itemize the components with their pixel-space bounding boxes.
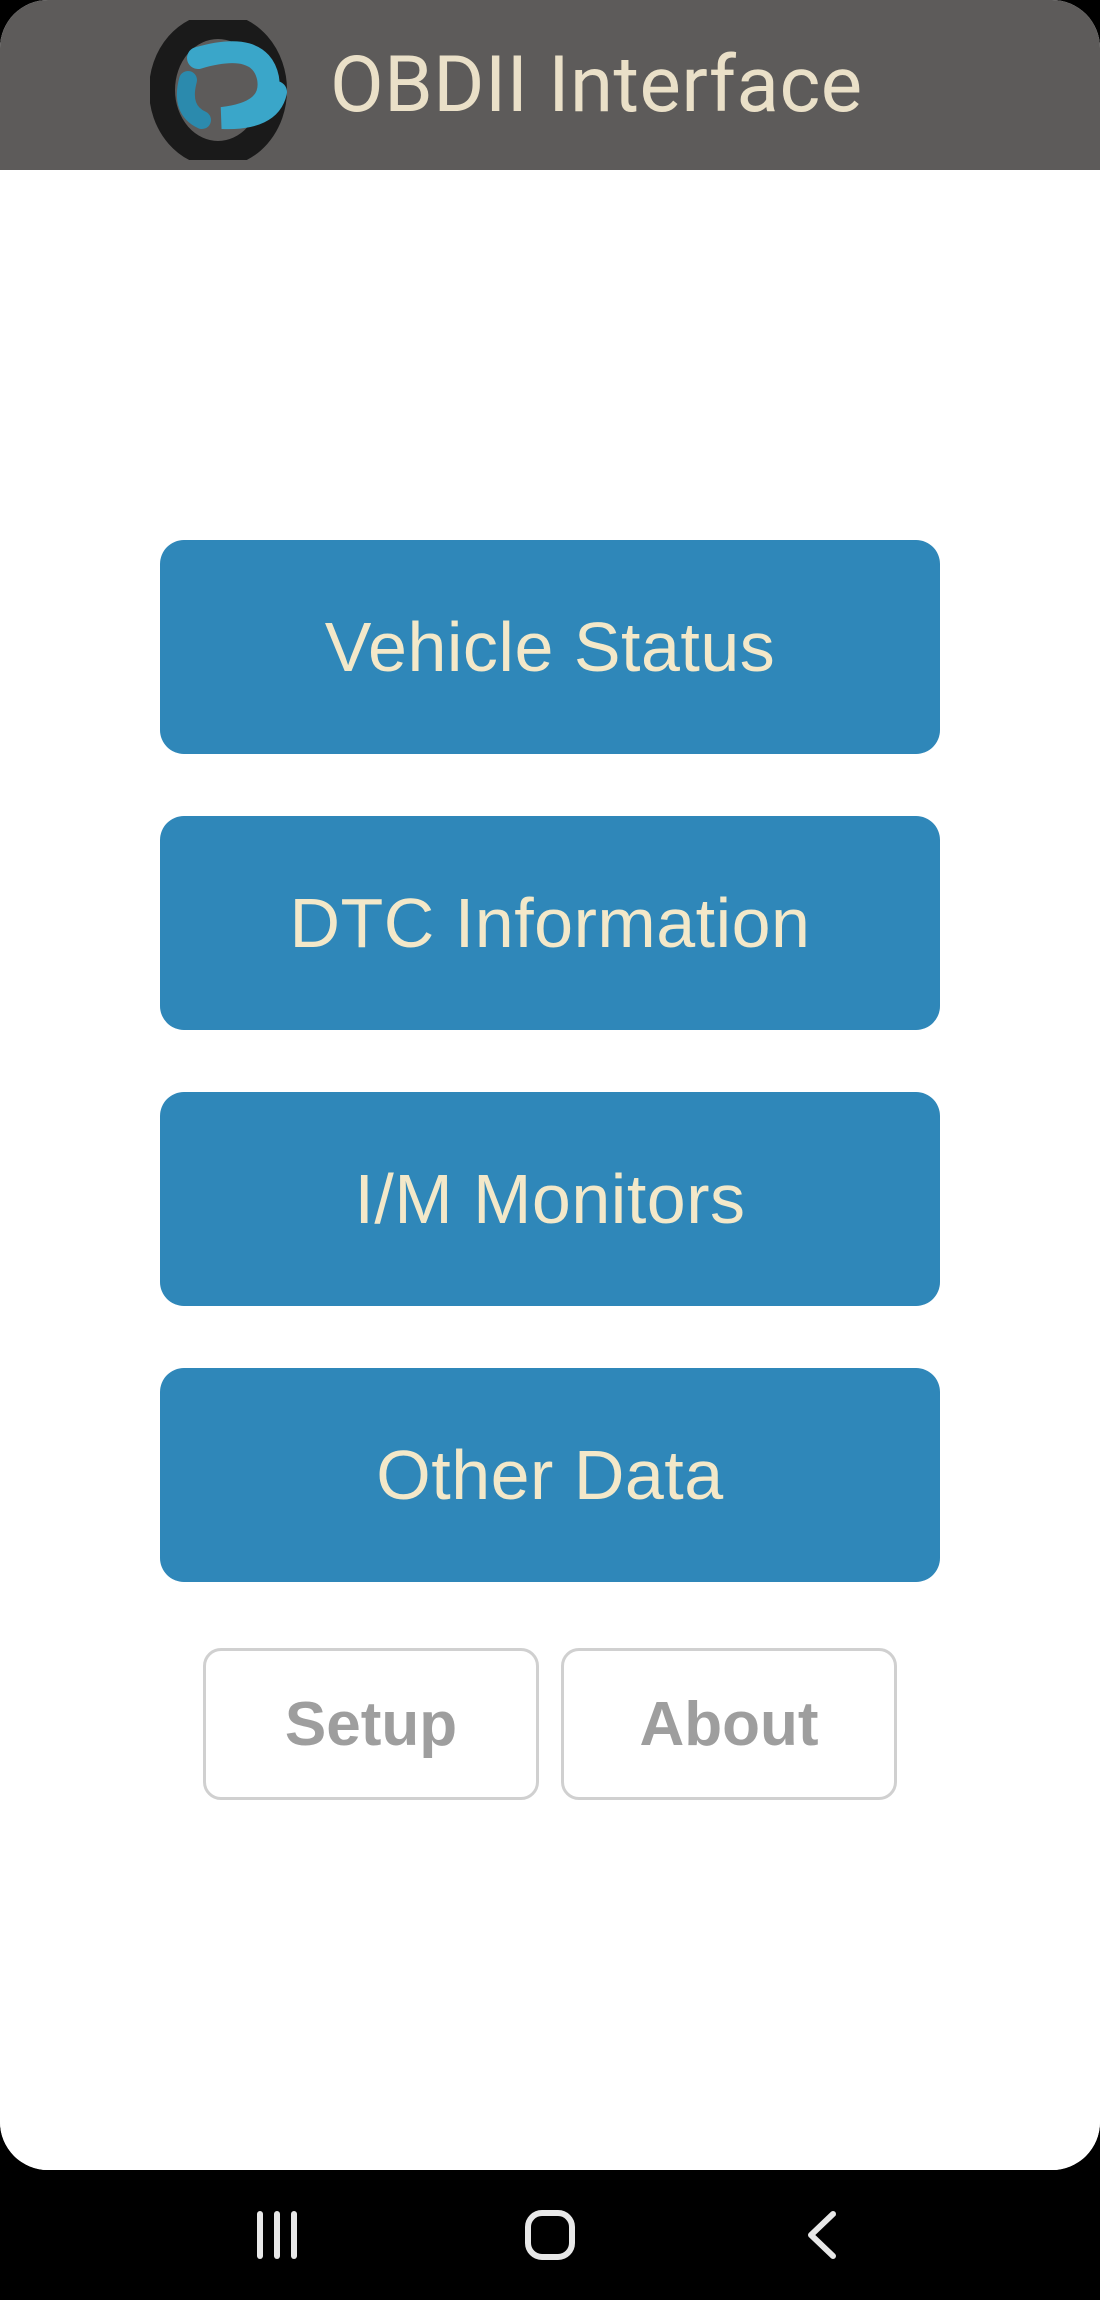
screen: OBDII Interface Vehicle Status DTC Infor… [0, 0, 1100, 2170]
back-icon[interactable] [788, 2200, 858, 2270]
button-label: Setup [285, 1689, 457, 1760]
main-content: Vehicle Status DTC Information I/M Monit… [0, 170, 1100, 2170]
app-bar: OBDII Interface [0, 0, 1100, 170]
vehicle-status-button[interactable]: Vehicle Status [160, 540, 940, 754]
button-label: DTC Information [290, 883, 811, 963]
recents-icon[interactable] [242, 2200, 312, 2270]
im-monitors-button[interactable]: I/M Monitors [160, 1092, 940, 1306]
secondary-button-row: Setup About [203, 1648, 897, 1800]
button-label: Other Data [376, 1435, 723, 1515]
home-icon[interactable] [515, 2200, 585, 2270]
device-frame: OBDII Interface Vehicle Status DTC Infor… [0, 0, 1100, 2300]
button-label: Vehicle Status [325, 607, 776, 687]
other-data-button[interactable]: Other Data [160, 1368, 940, 1582]
system-nav-bar [0, 2170, 1100, 2300]
button-label: I/M Monitors [354, 1159, 745, 1239]
button-label: About [639, 1689, 818, 1760]
setup-button[interactable]: Setup [203, 1648, 539, 1800]
about-button[interactable]: About [561, 1648, 897, 1800]
dtc-information-button[interactable]: DTC Information [160, 816, 940, 1030]
app-title: OBDII Interface [330, 40, 863, 131]
app-logo-icon [150, 20, 310, 160]
